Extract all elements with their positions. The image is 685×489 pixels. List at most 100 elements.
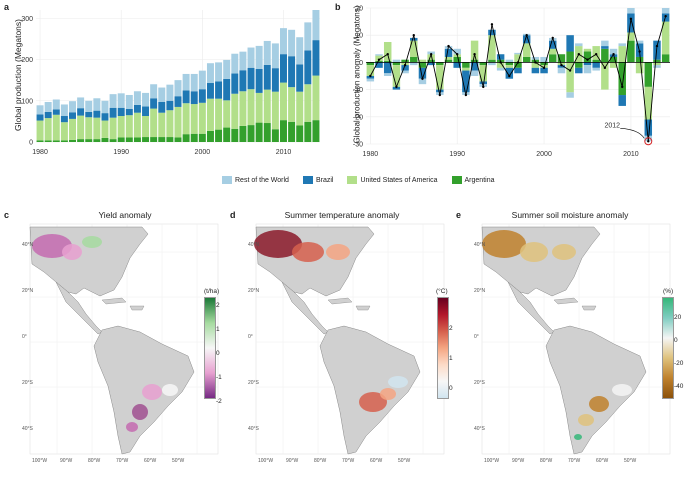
panel-b-letter: b xyxy=(335,2,341,12)
bar-segment xyxy=(375,61,383,63)
y-tick-label: -10 xyxy=(353,87,363,94)
total-point xyxy=(482,85,485,89)
caribbean-island xyxy=(327,297,353,305)
bar-segment xyxy=(93,110,101,118)
lon-tick-label: 100°W xyxy=(258,458,273,464)
bar-segment xyxy=(166,110,174,138)
anomaly-patch xyxy=(552,244,576,260)
bar-segment xyxy=(247,47,255,68)
anomaly-patch xyxy=(482,230,526,258)
bar-segment xyxy=(174,80,182,97)
bar-segment xyxy=(496,67,505,71)
bar-segment xyxy=(255,45,263,69)
bar-segment xyxy=(514,62,522,68)
bar-segment xyxy=(85,117,93,140)
bar-segment xyxy=(601,46,609,49)
bar-segment xyxy=(198,133,206,142)
legend-label: United States of America xyxy=(360,176,438,184)
total-point xyxy=(403,63,407,67)
total-point xyxy=(603,66,607,70)
total-point xyxy=(534,61,537,64)
lat-tick-label: 20°S xyxy=(474,380,486,386)
colorbar-tick: -20 xyxy=(674,360,684,367)
legend-swatch xyxy=(451,176,462,184)
lon-tick-label: 90°W xyxy=(286,458,299,464)
colorbar-e xyxy=(662,297,674,399)
bar-segment xyxy=(531,56,540,60)
total-point xyxy=(464,93,468,97)
chart-b: -30 -20 -10 0 10 20 1980 1990 2000 2010 2012 xyxy=(353,6,670,158)
bar-segment xyxy=(117,116,125,138)
bar-segment xyxy=(142,92,150,107)
colorbar-tick: -2 xyxy=(216,398,222,405)
bar-segment xyxy=(436,89,444,93)
bar-segment xyxy=(296,37,304,65)
total-point xyxy=(525,34,528,37)
bar-segment xyxy=(418,67,427,79)
bar-segment xyxy=(215,81,223,99)
anomaly-patch xyxy=(162,384,178,396)
bar-segment xyxy=(77,139,85,142)
bar-segment xyxy=(263,123,271,142)
bar-segment xyxy=(206,63,214,84)
panel-e-letter: e xyxy=(456,210,462,220)
annotation-label: 2012 xyxy=(604,122,620,129)
bar-segment xyxy=(239,125,247,142)
bar-segment xyxy=(60,116,68,123)
bar-segment xyxy=(566,35,574,52)
total-point xyxy=(594,53,598,56)
bar-segment xyxy=(436,62,444,66)
legend-item: Argentina xyxy=(451,176,494,184)
bar-segment xyxy=(566,51,574,63)
bar-segment xyxy=(312,120,320,142)
total-point xyxy=(421,77,424,80)
bar-segment xyxy=(557,67,566,74)
bar-segment xyxy=(85,139,93,142)
bar-segment xyxy=(392,62,401,66)
bar-segment xyxy=(627,32,635,41)
bar-segment xyxy=(206,98,214,131)
colorbar-d xyxy=(437,297,449,399)
lat-tick-label: 20°N xyxy=(22,288,34,294)
total-point xyxy=(456,53,459,56)
bar-segment xyxy=(479,62,487,66)
bar-segment xyxy=(198,70,206,90)
bar-segment xyxy=(69,101,77,113)
bar-segment xyxy=(366,65,375,76)
lon-tick-label: 80°W xyxy=(314,458,327,464)
bar-segment xyxy=(566,92,574,98)
bar-segment xyxy=(158,137,166,142)
bar-segment xyxy=(644,62,653,87)
panel-d-letter: d xyxy=(230,210,236,220)
total-point xyxy=(508,74,511,78)
bar-segment xyxy=(288,121,296,142)
bar-segment xyxy=(366,78,375,82)
bar-segment xyxy=(470,59,479,63)
bar-segment xyxy=(198,89,206,103)
bar-segment xyxy=(133,91,141,105)
bar-segment xyxy=(601,40,609,47)
bar-segment xyxy=(198,102,206,134)
bar-segment xyxy=(190,73,198,92)
y-tick-label: -20 xyxy=(353,114,363,121)
bar-segment xyxy=(609,62,618,68)
bar-segment xyxy=(383,61,392,63)
bar-segment xyxy=(462,67,470,71)
bar-segment xyxy=(488,62,496,66)
bar-segment xyxy=(462,70,470,93)
anomaly-patch xyxy=(359,392,387,412)
bar-segment xyxy=(142,106,150,117)
bar-segment xyxy=(85,100,93,112)
bar-segment xyxy=(117,107,125,117)
colorbar-c xyxy=(204,297,216,399)
lon-tick-label: 50°W xyxy=(172,458,185,464)
bar-segment xyxy=(223,100,231,128)
bar-segment xyxy=(279,28,287,55)
anomaly-patch xyxy=(142,384,162,400)
caribbean-island xyxy=(355,305,371,311)
bar-segment xyxy=(557,65,566,68)
lat-tick-label: 20°S xyxy=(22,380,34,386)
bar-segment xyxy=(488,59,496,63)
anomaly-patch xyxy=(574,434,582,440)
bar-segment xyxy=(182,103,190,135)
